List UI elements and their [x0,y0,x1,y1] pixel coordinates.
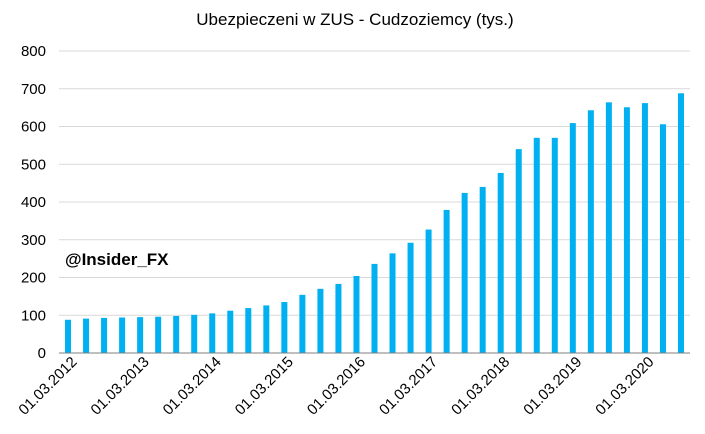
bar [569,123,576,353]
x-tick-label: 01.03.2019 [520,354,585,419]
bar [515,149,522,353]
y-tick-label: 0 [38,345,46,362]
bar [317,288,324,353]
y-tick-label: 200 [21,270,46,287]
bar [605,102,612,353]
bar [389,253,396,353]
bar [335,283,342,353]
x-tick-label: 01.03.2012 [15,354,80,419]
y-axis-tick-labels: 0 100 200 300 400 500 600 700 800 [21,43,46,362]
bar [533,137,540,353]
bar [623,107,630,353]
bar [281,302,288,353]
bar [641,103,648,353]
x-axis-tick-labels: 01.03.2012 01.03.2013 01.03.2014 01.03.2015… [15,354,657,419]
x-tick-label: 01.03.2016 [304,354,369,419]
y-tick-label: 600 [21,119,46,136]
y-tick-label: 500 [21,156,46,173]
watermark-text: @Insider_FX [65,250,169,269]
bar [155,316,162,353]
y-tick-label: 400 [21,194,46,211]
bars [65,93,684,353]
bar [65,319,72,353]
bar [137,317,144,353]
bar [83,318,90,353]
bar [191,314,198,353]
x-tick-label: 01.03.2020 [592,354,657,419]
bar [551,137,558,353]
bar [371,263,378,353]
bar [425,229,432,353]
bar [587,110,594,353]
x-tick-label: 01.03.2017 [376,354,441,419]
y-tick-label: 300 [21,232,46,249]
bar [461,192,468,353]
bar [443,209,450,353]
x-tick-label: 01.03.2015 [232,354,297,419]
bar [245,308,252,353]
x-tick-label: 01.03.2018 [448,354,513,419]
bar [227,310,234,353]
bar [497,172,504,353]
bar [659,124,666,353]
bar [263,305,270,353]
y-tick-label: 100 [21,307,46,324]
bar [173,316,180,353]
chart-title: Ubezpieczeni w ZUS - Cudzoziemcy (tys.) [196,10,513,29]
gridlines [59,50,690,316]
x-tick-label: 01.03.2013 [88,354,153,419]
bar [407,242,414,353]
bar [119,317,126,353]
x-tick-label: 01.03.2014 [160,354,225,419]
y-tick-label: 700 [21,81,46,98]
y-tick-label: 800 [21,43,46,60]
bar [353,275,360,353]
bar [479,186,486,353]
bar [209,313,216,353]
bar [677,93,684,353]
bar [101,317,108,353]
bar [299,294,306,353]
